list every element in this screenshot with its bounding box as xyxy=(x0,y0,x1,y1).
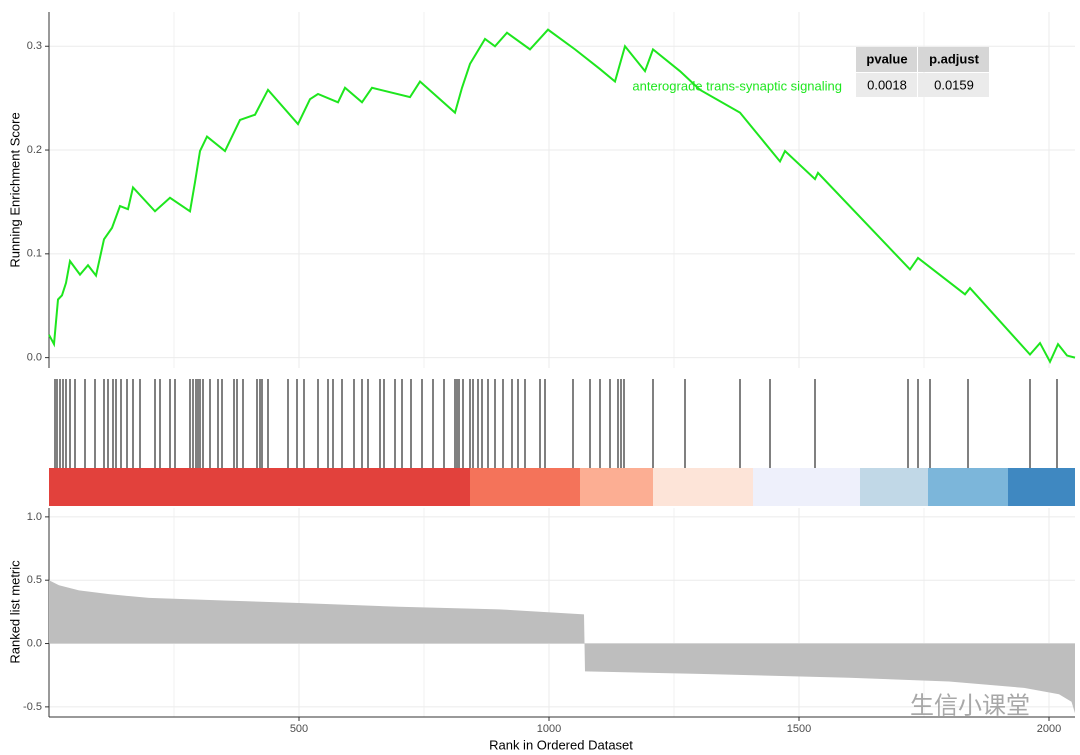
rank-band xyxy=(580,468,653,506)
y-tick-label: 0.5 xyxy=(27,574,42,586)
table-cell xyxy=(918,73,989,97)
y-tick-label: 0.0 xyxy=(27,637,42,649)
table-value: 0.0018 xyxy=(867,77,907,92)
table-header: p.adjust xyxy=(929,51,980,66)
y-tick-label: 0.1 xyxy=(27,248,42,260)
watermark: 生信小课堂 xyxy=(910,692,1030,719)
table-value: 0.0159 xyxy=(934,77,974,92)
rank-band xyxy=(470,468,580,506)
y-axis-label: Ranked list metric xyxy=(7,560,22,664)
rank-band xyxy=(928,468,1008,506)
es-line xyxy=(48,28,1076,365)
y-tick-label: 1.0 xyxy=(27,511,42,523)
metric-area xyxy=(49,580,1075,714)
y-tick-label: 0.0 xyxy=(27,352,42,364)
x-tick-label: 1000 xyxy=(537,723,561,735)
x-tick-label: 1500 xyxy=(787,723,811,735)
y-tick-label: 0.2 xyxy=(27,144,42,156)
table-header-cell xyxy=(918,47,989,72)
rank-band xyxy=(753,468,860,506)
table-cell xyxy=(856,73,917,97)
legend-label: anterograde trans-synaptic signaling xyxy=(632,78,842,93)
table-header-cell xyxy=(856,47,917,72)
x-tick-label: 500 xyxy=(290,723,308,735)
y-tick-label: -0.5 xyxy=(23,701,42,713)
table-header: pvalue xyxy=(866,51,907,66)
rank-band xyxy=(860,468,928,506)
rank-band xyxy=(653,468,753,506)
rank-band xyxy=(49,468,470,506)
y-axis-label: Running Enrichment Score xyxy=(7,112,22,267)
x-tick-label: 2000 xyxy=(1037,723,1061,735)
rank-band xyxy=(1008,468,1075,506)
x-axis-label: Rank in Ordered Dataset xyxy=(489,737,633,752)
y-tick-label: 0.3 xyxy=(27,40,42,52)
